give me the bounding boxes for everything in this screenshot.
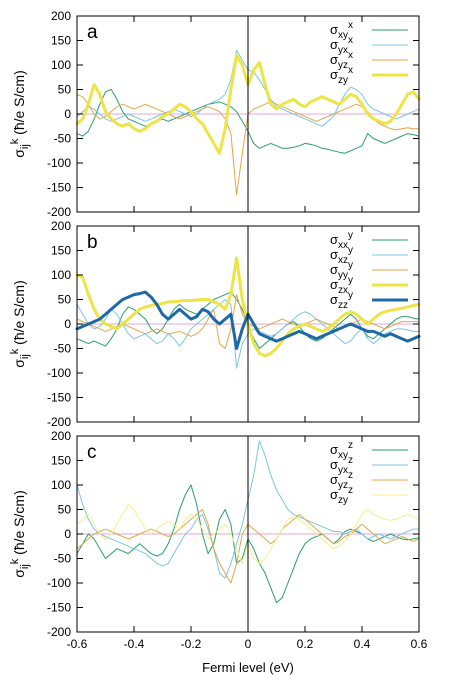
panel-letter: b [87,232,98,253]
y-tick-label: -100 [47,156,71,170]
y-tick-label: -50 [54,132,72,146]
y-tick-label: 100 [51,478,71,492]
legend-label: σyxx [330,35,353,56]
x-axis-title: Fermi level (eV) [202,660,294,675]
y-tick-label: -200 [47,625,71,639]
y-tick-label: 200 [51,9,71,23]
y-tick-label: 150 [51,454,71,468]
panel-b: -200 -150 -100 -50 0 50 100 150 200 b σijk (ħ/e S/… [9,219,421,429]
y-tick-label: 100 [51,58,71,72]
y-tick-label: 0 [64,107,71,121]
y-tick-label: -100 [47,366,71,380]
x-tick-label: 0.2 [297,637,314,651]
y-tick-label: 50 [58,503,72,517]
legend-label: σxzy [330,245,353,266]
x-tick-label: -0.6 [67,637,88,651]
legend-label: σyyy [330,260,353,281]
y-tick-label: 200 [51,429,71,443]
x-tick-label: -0.2 [181,637,202,651]
y-tick-label: -150 [47,391,71,405]
y-tick-label: -200 [47,205,71,219]
legend-label: σyzx [330,50,353,71]
legend-label: σxxy [330,230,353,251]
y-tick-label: 200 [51,219,71,233]
y-tick-label: -50 [54,552,72,566]
panel-letter: c [87,442,97,463]
y-tick-label: -200 [47,415,71,429]
x-tick-label: 0.4 [354,637,371,651]
y-tick-label: -150 [47,181,71,195]
panel-a: -200 -150 -100 -50 0 50 100 150 200 a σijk (ħ/e S/… [9,9,421,219]
legend-label: σzzy [330,290,353,311]
x-tick-label: -0.4 [124,637,145,651]
legend-label: σzyx [330,65,353,86]
legend-label: σxyx [330,20,353,41]
y-tick-label: 150 [51,34,71,48]
y-tick-label: -150 [47,601,71,615]
y-tick-label: 150 [51,244,71,258]
y-tick-label: 50 [58,83,72,97]
x-tick-label: 0.6 [411,637,428,651]
y-tick-label: 0 [64,317,71,331]
y-tick-label: 0 [64,527,71,541]
y-tick-label: -100 [47,576,71,590]
legend-label: σyzz [330,470,353,491]
y-tick-label: 50 [58,293,72,307]
panels: -200 -150 -100 -50 0 50 100 150 200 a σijk (ħ/e S/… [9,9,428,651]
legend-label: σxyz [330,440,353,461]
y-tick-label: -50 [54,342,72,356]
y-axis-title: σijk (ħ/e S/cm) [9,70,31,158]
panel-c: -200 -150 -100 -50 0 50 100 150 200 -0.6 -0.4 -0.2 0… [9,429,428,651]
legend-label: σyxz [330,455,353,476]
y-tick-label: 100 [51,268,71,282]
legend-label: σzyz [330,485,353,506]
legend-label: σzxy [330,275,353,296]
y-axis-title: σijk (ħ/e S/cm) [9,280,31,368]
y-axis-title: σijk (ħ/e S/cm) [9,490,31,578]
panel-letter: a [87,22,98,43]
x-tick-label: 0 [245,637,252,651]
